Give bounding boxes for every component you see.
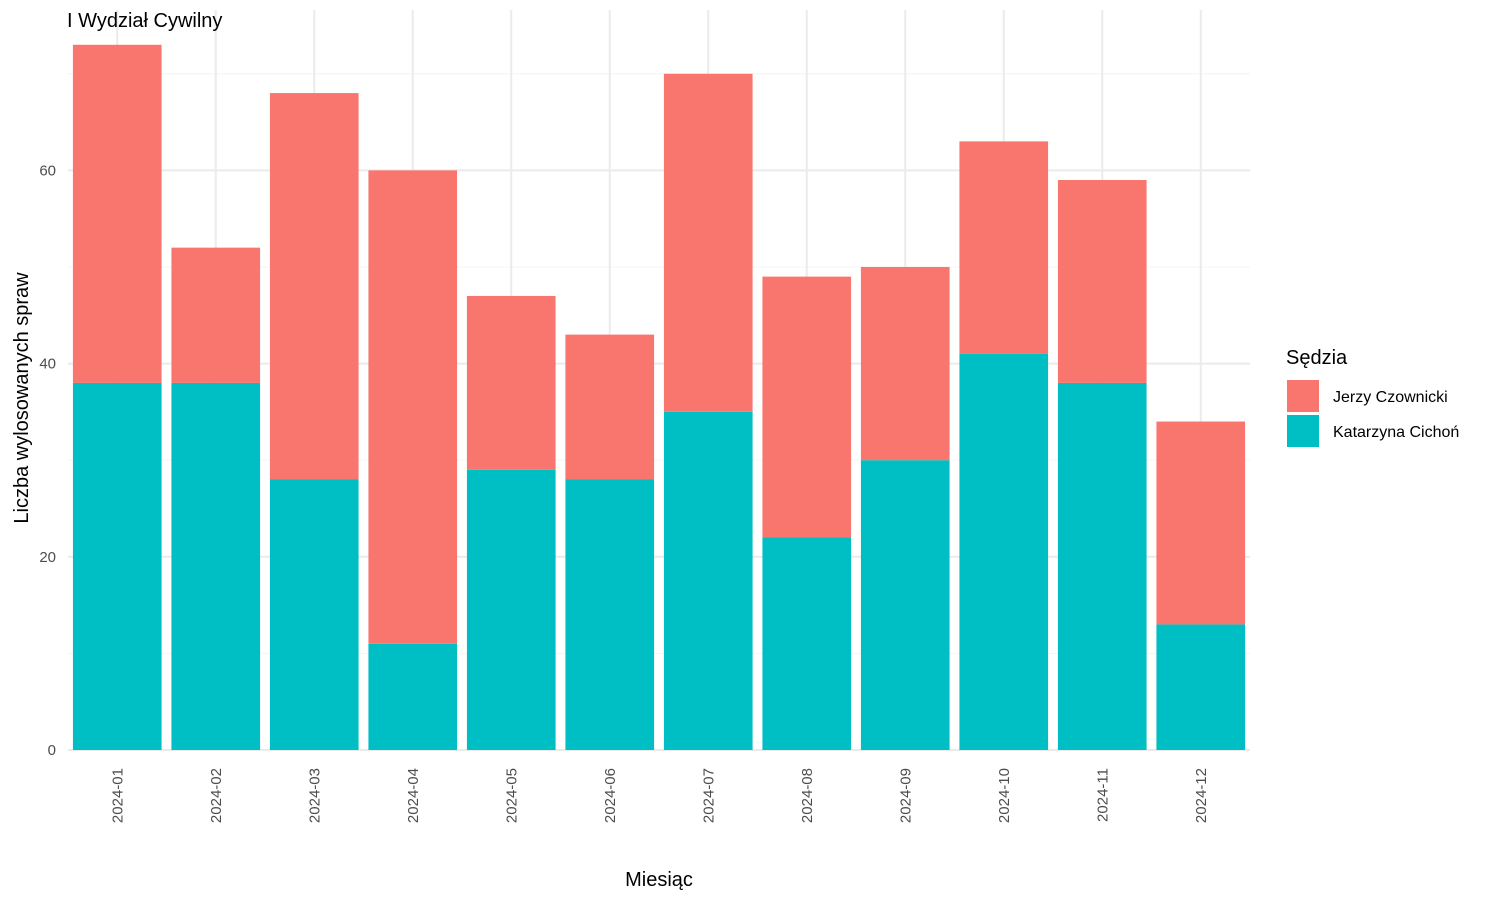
chart-title: I Wydział Cywilny [67,10,222,32]
bar-segment [860,266,950,461]
legend: Sędzia Jerzy Czownicki Katarzyna Cichoń [1286,347,1459,447]
bar-segment [368,643,458,750]
legend-label: Jerzy Czownicki [1333,389,1448,406]
x-tick-label: 2024-03 [306,768,323,823]
x-axis-title: Miesiąc [625,869,693,891]
x-tick-label: 2024-06 [602,768,619,823]
y-tick-label: 60 [39,162,56,179]
x-axis-ticks: 2024-01 2024-02 2024-03 2024-04 2024-05 2024-… [109,768,1210,823]
y-tick-label: 20 [39,549,56,566]
bar-segment [1156,421,1246,625]
bar-segment [860,460,950,750]
bar-segment [72,382,162,750]
bar-segment [269,93,359,480]
bar-segment [1156,624,1246,750]
y-tick-label: 40 [39,356,56,373]
bar-segment [1057,180,1147,383]
x-tick-label: 2024-02 [208,768,225,823]
bar-segment [565,334,655,480]
legend-swatch [1287,380,1319,412]
x-tick-label: 2024-05 [503,768,520,823]
bar-segment [466,295,556,470]
bar-segment [368,170,458,644]
legend-label: Katarzyna Cichoń [1333,424,1459,441]
bar-segment [762,276,852,538]
bar-segment [762,537,852,750]
bar-segment [663,73,753,412]
legend-items: Jerzy Czownicki Katarzyna Cichoń [1287,380,1459,447]
bar-segment [269,479,359,750]
bar-segment [171,247,261,383]
x-tick-label: 2024-09 [897,768,914,823]
legend-swatch [1287,415,1319,447]
bar-segment [1057,382,1147,750]
bar-segment [72,44,162,383]
x-tick-label: 2024-12 [1193,768,1210,823]
bar-segment [959,141,1049,354]
y-axis-ticks: 0 20 40 60 [39,162,56,759]
bar-segment [663,411,753,750]
x-tick-label: 2024-01 [109,768,126,823]
x-tick-label: 2024-07 [700,768,717,823]
bar-segment [171,382,261,750]
bar-segment [466,469,556,750]
y-tick-label: 0 [48,742,56,759]
bar-segment [565,479,655,750]
legend-title: Sędzia [1286,347,1348,369]
x-tick-label: 2024-08 [799,768,816,823]
bar-segment [959,353,1049,750]
y-axis-title: Liczba wylosowanych spraw [11,272,33,524]
x-tick-label: 2024-10 [996,768,1013,823]
bars [72,44,1246,750]
x-tick-label: 2024-04 [405,768,422,823]
x-tick-label: 2024-11 [1094,768,1111,822]
